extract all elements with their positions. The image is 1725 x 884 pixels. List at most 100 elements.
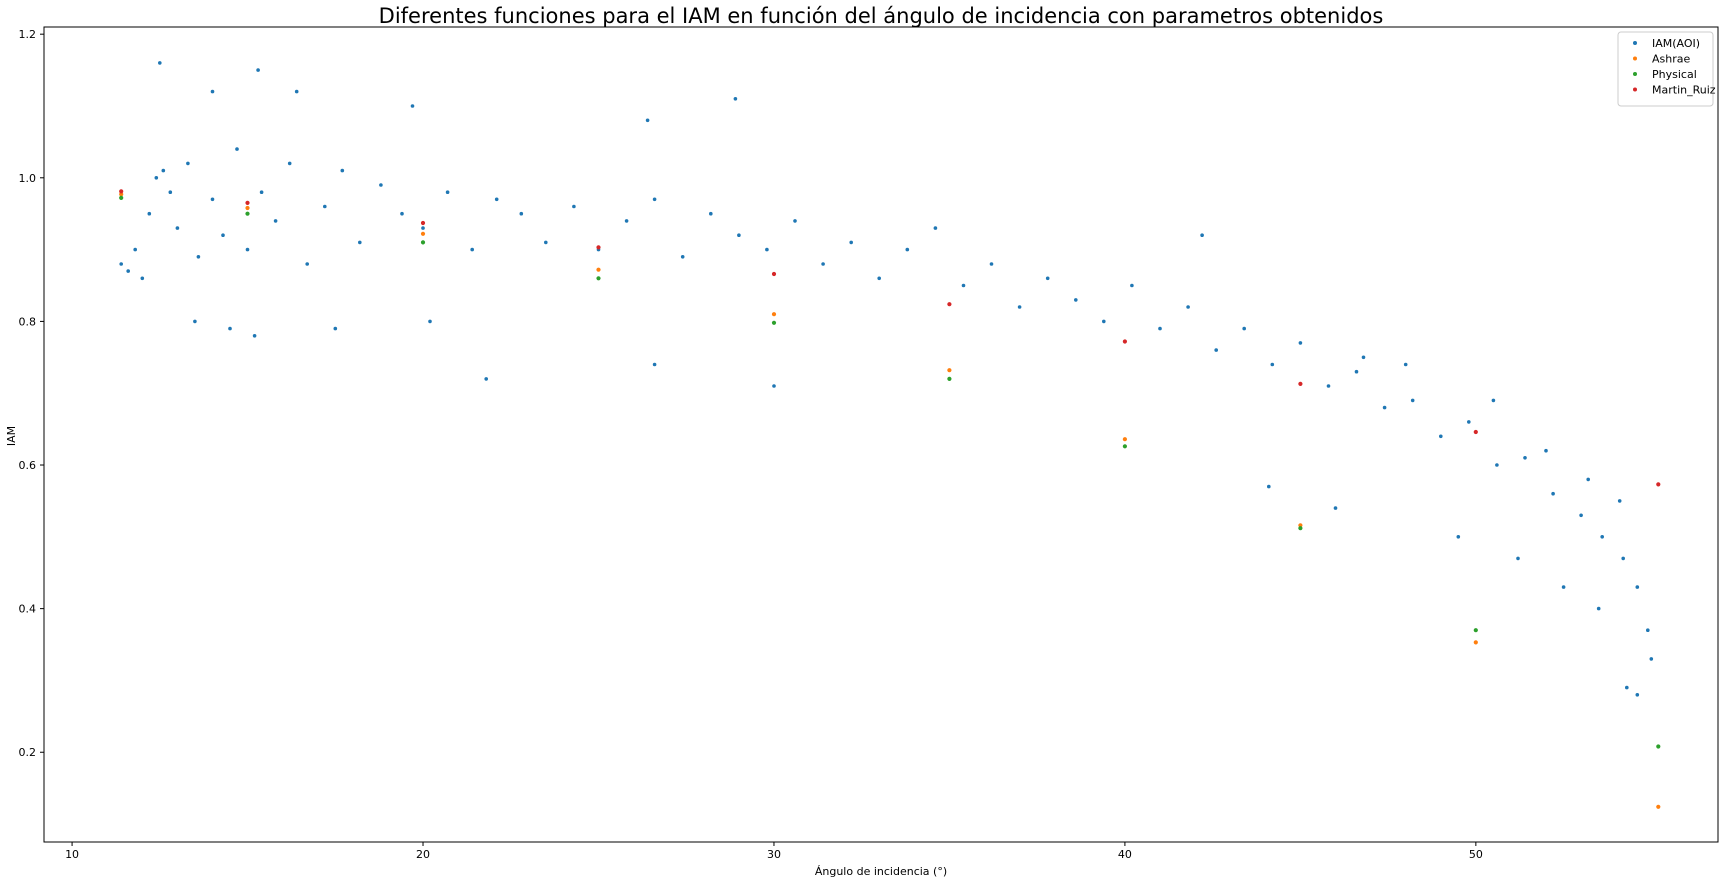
data-point: [494, 197, 499, 202]
data-point: [771, 271, 777, 277]
series-3: [119, 189, 1661, 487]
data-point: [572, 204, 576, 209]
data-point: [1122, 444, 1127, 449]
data-point: [1473, 429, 1478, 435]
data-point: [961, 283, 966, 288]
data-point: [1186, 305, 1190, 309]
data-point: [1625, 685, 1629, 690]
data-point: [245, 205, 250, 211]
data-point: [1617, 499, 1622, 503]
plot-area: [119, 61, 1661, 809]
data-point: [256, 68, 260, 72]
data-point: [428, 319, 432, 324]
data-point: [1298, 526, 1303, 531]
data-point: [947, 368, 952, 373]
data-point: [1456, 535, 1461, 539]
axis-ticks: 10 20 30 40 50 0.2 0.4 0.6 0.8 1.0 1.2: [19, 28, 1483, 861]
data-point: [1635, 693, 1640, 697]
data-point: [196, 254, 201, 259]
data-point: [1298, 381, 1303, 386]
data-point: [119, 192, 124, 197]
y-tick-label: 0.8: [19, 315, 37, 328]
data-point: [410, 104, 415, 108]
data-point: [737, 233, 741, 237]
data-point: [1516, 556, 1520, 561]
x-tick-label: 20: [416, 848, 430, 861]
data-point: [287, 161, 292, 166]
data-point: [235, 147, 239, 151]
data-point: [1551, 491, 1555, 496]
x-axis-label: Ángulo de incidencia (°): [815, 865, 947, 878]
legend-label: Physical: [1652, 68, 1697, 81]
data-point: [771, 320, 777, 325]
data-point: [933, 226, 938, 230]
data-point: [193, 319, 197, 324]
data-point: [133, 247, 137, 252]
data-point: [1354, 369, 1359, 374]
chart-title: Diferentes funciones para el IAM en func…: [379, 4, 1384, 28]
data-point: [1473, 640, 1478, 645]
data-point: [645, 118, 650, 123]
legend-marker: [1633, 72, 1637, 76]
data-point: [126, 269, 130, 273]
data-point: [400, 211, 404, 216]
data-point: [175, 226, 180, 230]
x-tick-label: 50: [1469, 848, 1483, 861]
data-point: [1267, 484, 1271, 489]
y-tick-label: 0.2: [19, 746, 37, 759]
data-point: [821, 262, 825, 266]
data-point: [1621, 556, 1625, 561]
series-1: [119, 192, 1661, 809]
y-axis-label: IAM: [5, 426, 18, 446]
data-point: [652, 197, 657, 202]
data-point: [1017, 305, 1022, 309]
data-point: [119, 189, 124, 194]
data-point: [1361, 355, 1366, 360]
legend-marker: [1633, 41, 1637, 45]
data-point: [905, 247, 910, 252]
data-point: [1649, 657, 1654, 661]
data-point: [877, 276, 881, 281]
data-point: [1491, 398, 1496, 403]
legend-label: Ashrae: [1652, 53, 1690, 66]
legend-box: [1617, 31, 1714, 107]
data-point: [420, 231, 426, 236]
data-point: [1656, 744, 1661, 749]
data-point: [1544, 448, 1548, 453]
data-point: [772, 384, 776, 388]
axes-frame: [43, 26, 1719, 843]
data-point: [245, 200, 250, 205]
data-point: [323, 204, 327, 209]
data-point: [947, 376, 952, 381]
data-point: [1122, 339, 1127, 344]
data-point: [221, 233, 225, 237]
data-point: [709, 211, 713, 216]
legend-label: IAM(AOI): [1652, 37, 1700, 50]
data-point: [252, 334, 257, 338]
data-point: [1102, 319, 1106, 324]
data-point: [273, 219, 278, 223]
data-point: [259, 190, 264, 194]
data-point: [1122, 437, 1127, 442]
data-point: [333, 326, 338, 331]
data-point: [596, 267, 601, 272]
data-point: [379, 183, 383, 187]
data-point: [1130, 283, 1134, 288]
data-point: [158, 61, 162, 65]
data-point: [140, 276, 145, 281]
data-point: [1158, 326, 1162, 331]
data-point: [186, 161, 190, 166]
data-point: [1600, 535, 1604, 539]
data-point: [624, 219, 629, 223]
data-point: [1439, 434, 1443, 439]
data-point: [1495, 463, 1499, 467]
data-point: [1579, 513, 1583, 518]
data-point: [1473, 628, 1478, 633]
data-point: [1410, 398, 1415, 403]
data-point: [544, 240, 548, 245]
data-point: [1270, 362, 1275, 367]
data-point: [1333, 506, 1338, 510]
data-point: [1586, 477, 1590, 482]
data-point: [420, 220, 426, 226]
